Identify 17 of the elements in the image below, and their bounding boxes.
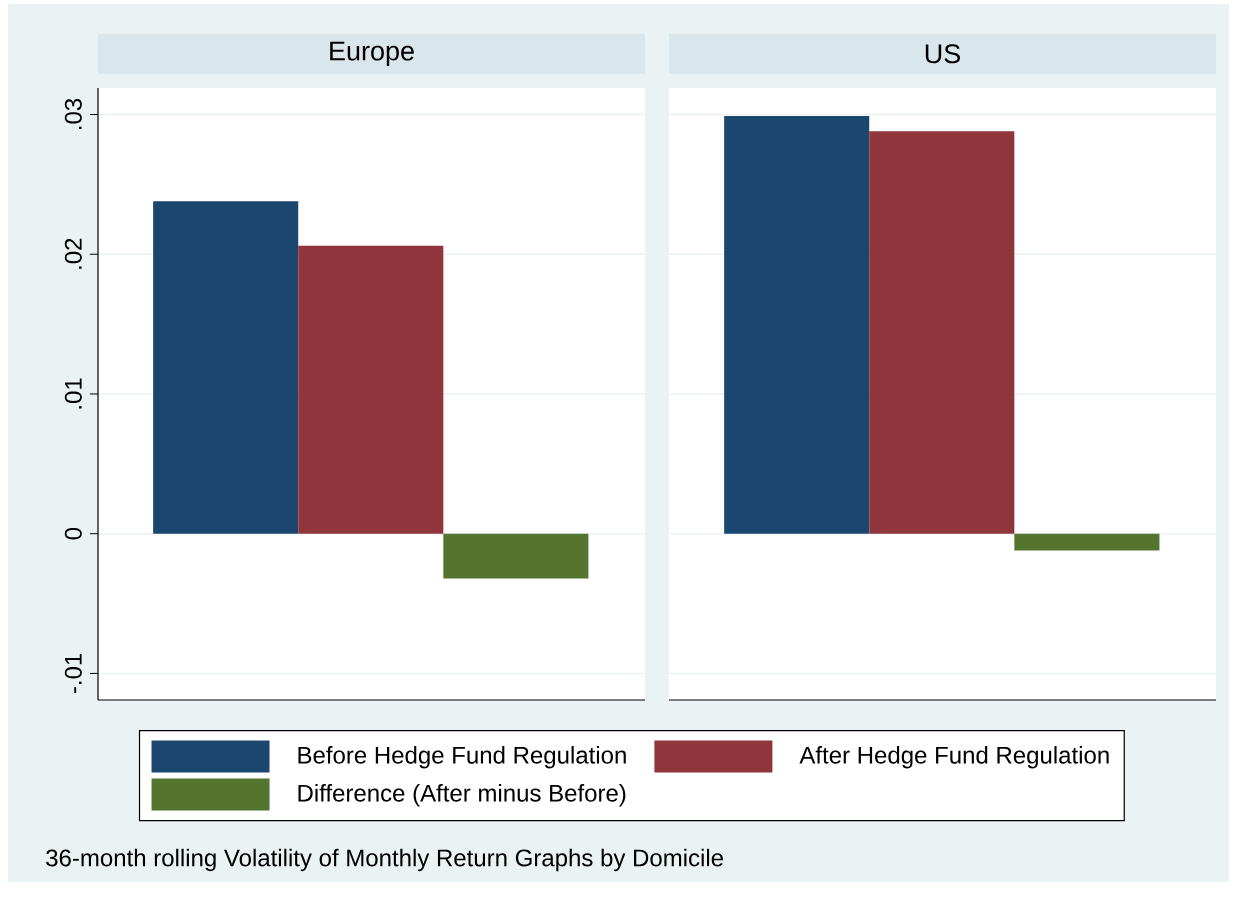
legend-label: Difference (After minus Before) bbox=[298, 784, 626, 807]
bar bbox=[153, 201, 299, 534]
legend-label: After Hedge Fund Regulation bbox=[799, 746, 1109, 769]
y-tick-label: -.01 bbox=[64, 653, 82, 694]
text: 36-month rolling Volatility of Monthly Return Graphs by Domicile bbox=[46, 848, 723, 872]
bar bbox=[1014, 533, 1160, 551]
bar bbox=[724, 115, 870, 534]
bar bbox=[443, 533, 589, 579]
bar bbox=[869, 131, 1015, 534]
x-tick-label: US bbox=[925, 44, 961, 64]
bar bbox=[298, 245, 444, 534]
legend-label: Before Hedge Fund Regulation bbox=[298, 746, 626, 769]
y-tick-label: .03 bbox=[64, 98, 82, 130]
y-tick-label: 0 bbox=[64, 527, 82, 540]
y-tick-label: .01 bbox=[64, 378, 82, 409]
y-tick-label: .02 bbox=[64, 238, 82, 269]
x-tick-label: Europe bbox=[330, 41, 414, 66]
